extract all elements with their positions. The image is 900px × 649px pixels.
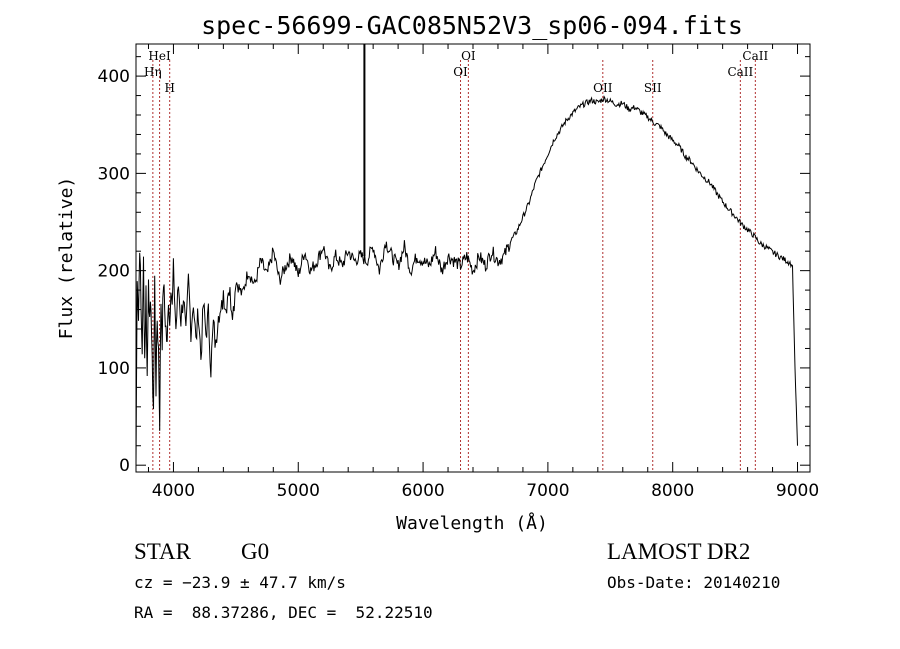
line-marker-label-8: CaII <box>727 65 753 79</box>
x-tick-label: 7000 <box>526 481 569 501</box>
line-marker-label-5: OII <box>593 81 613 95</box>
x-tick-label: 9000 <box>776 481 819 501</box>
y-axis-label: Flux (relative) <box>56 177 77 340</box>
line-marker-label-4: OI <box>453 65 468 79</box>
line-marker-label-1: Hη <box>144 65 162 79</box>
object-subclass: G0 <box>241 539 270 564</box>
observation-date: Obs-Date: 20140210 <box>607 573 781 592</box>
object-class: STAR <box>134 539 191 564</box>
x-tick-label: 8000 <box>651 481 694 501</box>
y-tick-label: 200 <box>98 262 130 282</box>
line-marker-label-6: SII <box>644 81 662 95</box>
x-tick-label: 5000 <box>277 481 320 501</box>
spectral-line-markers: HeI HηH OI OI OII SII CaII CaII <box>144 49 768 472</box>
y-tick-label: 400 <box>98 67 130 87</box>
y-tick-label: 0 <box>119 456 130 476</box>
plot-frame <box>135 43 811 473</box>
line-marker-label-3: OI <box>461 49 476 63</box>
x-axis-label: Wavelength (Å) <box>396 512 548 534</box>
y-tick-label: 300 <box>98 164 130 184</box>
line-marker-label-7: CaII <box>742 49 768 63</box>
chart-title: spec-56699-GAC085N52V3_sp06-094.fits <box>201 11 743 40</box>
line-marker-label-0: HeI <box>148 49 171 63</box>
axis-ticks: 4000 5000 6000 7000 8000 9000 0 100 200 300 400 <box>98 44 819 501</box>
line-marker-label-2: H <box>164 81 174 95</box>
spectrum-line <box>135 95 798 466</box>
survey-name: LAMOST DR2 <box>607 539 751 564</box>
x-tick-label: 4000 <box>152 481 195 501</box>
x-tick-label: 6000 <box>401 481 444 501</box>
coordinates: RA = 88.37286, DEC = 52.22510 <box>134 603 433 622</box>
redshift-cz: cz = −23.9 ± 47.7 km/s <box>134 573 346 592</box>
y-tick-label: 100 <box>98 359 130 379</box>
